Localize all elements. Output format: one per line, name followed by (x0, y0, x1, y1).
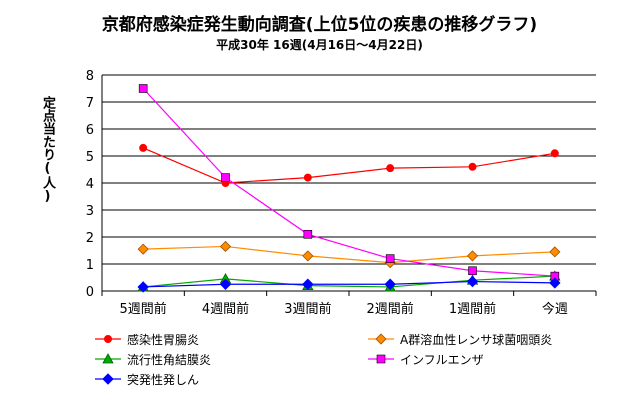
x-tick-label: 3週間前 (284, 301, 331, 317)
legend-label: 流行性角結膜炎 (127, 353, 211, 367)
data-point (550, 149, 559, 158)
data-point (466, 250, 479, 262)
legend-marker (376, 354, 386, 364)
legend-marker (375, 333, 387, 345)
series-A群溶血性レンサ球菌咽頭炎 (137, 240, 561, 269)
data-point (139, 143, 148, 152)
data-point (468, 162, 477, 171)
y-tick-label: 3 (86, 204, 94, 219)
gridlines (102, 74, 596, 265)
series-line (142, 147, 555, 184)
legend-item: 流行性角結膜炎 (95, 353, 211, 367)
x-tick-label: 1週間前 (449, 301, 496, 317)
data-point (138, 84, 148, 93)
y-tick-label: 6 (86, 123, 94, 138)
data-point (549, 246, 561, 258)
series-line (143, 280, 555, 288)
series-突発性発しん (137, 275, 561, 293)
x-tick-label: 今週 (542, 301, 568, 317)
legend-label: 突発性発しん (127, 372, 199, 387)
data-point (302, 278, 314, 290)
series-line (143, 245, 555, 264)
chart-subtitle: 平成30年 16週(4月16日～4月22日) (216, 38, 423, 52)
data-point (137, 243, 149, 255)
y-axis-label: 定点当たり(人) (40, 96, 55, 204)
chart-title: 京都府感染症発生動向調査(上位5位の疾患の推移グラフ) (101, 15, 538, 35)
x-tick-label: 4週間前 (202, 301, 249, 317)
series-感染性胃腸炎 (139, 143, 559, 187)
legend-item: 感染性胃腸炎 (95, 332, 199, 347)
series-line (142, 88, 555, 277)
y-tick-label: 8 (86, 69, 94, 84)
data-point (386, 164, 395, 173)
y-tick-labels: 0 1 2 3 4 5 6 7 8 (86, 69, 94, 300)
x-tick-labels: 5週間前 4週間前 3週間前 2週間前 1週間前 今週 (120, 301, 568, 317)
data-point (219, 278, 232, 290)
legend-item: A群溶血性レンサ球菌咽頭炎 (368, 332, 552, 347)
legend-label: インフルエンザ (400, 353, 484, 367)
y-tick-label: 4 (86, 177, 94, 192)
y-tick-label: 1 (86, 258, 94, 273)
legend-marker (104, 335, 112, 343)
data-point (221, 173, 230, 182)
series-流行性角結膜炎 (137, 270, 561, 292)
data-point (303, 173, 312, 182)
series-インフルエンザ (138, 84, 560, 281)
data-point (303, 230, 313, 239)
y-tick-label: 5 (86, 150, 94, 165)
y-tick-label: 7 (86, 96, 94, 111)
legend-label: A群溶血性レンサ球菌咽頭炎 (400, 332, 552, 347)
data-point (384, 278, 396, 290)
data-point (468, 266, 477, 276)
legend-marker (102, 353, 114, 364)
data-point (219, 240, 232, 253)
x-tick-label: 2週間前 (367, 301, 414, 317)
data-point (385, 254, 395, 263)
data-point (549, 277, 561, 289)
data-point (137, 281, 149, 293)
legend-item: インフルエンザ (368, 353, 484, 367)
series-line (143, 275, 555, 288)
data-point (302, 250, 314, 262)
legend-marker (102, 373, 114, 385)
series-lines (137, 84, 561, 293)
x-tick-label: 5週間前 (120, 301, 167, 317)
y-tick-label: 0 (86, 285, 94, 300)
data-point (466, 275, 479, 288)
y-tick-label: 2 (86, 231, 94, 246)
axes (101, 75, 597, 296)
legend-label: 感染性胃腸炎 (127, 332, 199, 347)
legend-item: 突発性発しん (95, 372, 199, 387)
